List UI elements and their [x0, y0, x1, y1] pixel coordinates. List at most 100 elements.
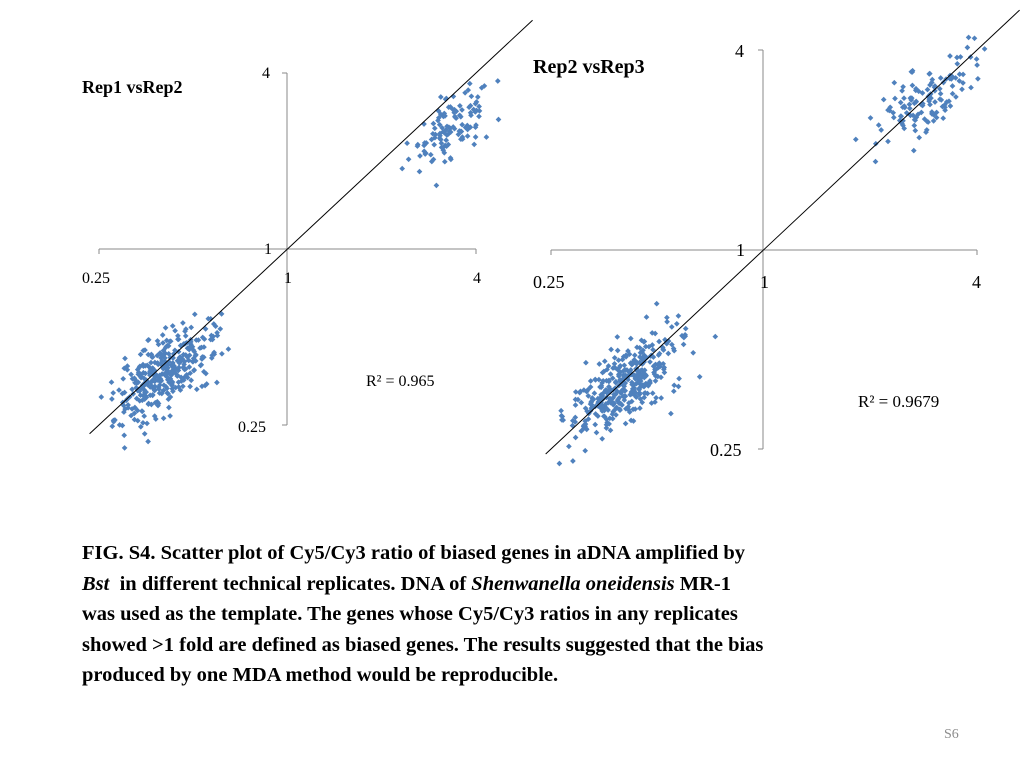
plot1-data-point	[164, 365, 171, 371]
plot1-data-point	[98, 394, 105, 400]
plot2-data-point	[949, 90, 956, 97]
plot1-data-point	[176, 355, 183, 361]
plot2-data-point	[712, 333, 719, 340]
plot1-data-point	[185, 357, 192, 364]
plot2-data-point	[668, 410, 674, 417]
plot2-data-point	[968, 84, 974, 91]
plot1-data-point	[175, 379, 182, 386]
plot2-canvas	[545, 9, 1020, 467]
plot1-data-point	[160, 387, 167, 394]
plot1-data-point	[124, 366, 131, 373]
plot1-data-point	[457, 128, 463, 135]
plot2-data-point	[960, 80, 966, 86]
plot2-data-point	[947, 53, 953, 59]
plot1-data-point	[464, 133, 471, 139]
plot2-data-point	[632, 375, 639, 382]
plot1-data-point	[131, 375, 138, 382]
plot2-data-point	[909, 82, 916, 89]
plot2-data-point	[937, 75, 944, 81]
plot2-data-point	[613, 412, 619, 418]
plot2-data-point	[607, 427, 614, 434]
plot1-data-point	[436, 121, 443, 128]
plot2-data-point	[670, 345, 677, 352]
plot1-data-point	[109, 396, 115, 402]
plot1-data-point	[135, 371, 142, 378]
plot1-data-point	[441, 158, 448, 165]
plot2-data-point	[910, 112, 916, 119]
plot1-data-point	[198, 361, 205, 368]
plot1-data-point	[186, 364, 193, 370]
plot1-data-point	[128, 371, 134, 378]
plot1-data-point	[435, 117, 441, 124]
scatter-plot-rep1-vs-rep2: Rep1 vsRep2 4 1 0.25 0.25 1 4 R² = 0.965	[0, 0, 533, 480]
plot2-data-point	[956, 71, 963, 78]
plot1-data-point	[160, 415, 167, 422]
plot1-data-point	[191, 311, 198, 318]
plot1-data-point	[147, 384, 154, 390]
plot1-data-point	[165, 390, 171, 397]
caption-line-4: showed >1 fold are defined as biased gen…	[82, 633, 764, 656]
plot2-data-point	[906, 105, 913, 112]
plot2-data-point	[601, 358, 608, 365]
plot2-data-point	[631, 352, 638, 359]
plot2-data-point	[603, 377, 610, 384]
plot1-data-point	[155, 377, 161, 384]
plot1-data-point	[178, 374, 184, 381]
plot1-data-point	[167, 338, 174, 345]
plot2-data-point	[690, 349, 697, 356]
plot1-data-point	[175, 332, 181, 339]
plot2-data-point	[591, 390, 598, 397]
slide-number: S6	[944, 727, 959, 742]
plot1-data-point	[474, 94, 481, 100]
plot1-data-point	[437, 94, 444, 100]
plot2-data-point	[657, 363, 663, 370]
plot1-data-point	[167, 413, 173, 419]
plot1-data-point	[443, 137, 450, 144]
plot2-data-point	[927, 101, 933, 108]
plot1-data-point	[140, 419, 146, 426]
plot1-data-point	[466, 80, 473, 87]
plot2-data-point	[669, 341, 675, 348]
plot1-data-point	[211, 349, 217, 356]
plot1-data-point	[142, 370, 149, 377]
plot1-data-point	[203, 381, 210, 387]
plot2-data-point	[641, 338, 648, 345]
plot1-data-point	[195, 337, 202, 343]
plot1-xtick-right: 4	[473, 270, 481, 287]
plot1-data-point	[404, 140, 410, 147]
plot2-data-point	[582, 447, 589, 454]
plot1-data-point	[199, 383, 205, 390]
plot2-data-point	[671, 382, 678, 389]
caption-italic-species: Shenwanella oneidensis	[471, 572, 675, 595]
plot2-data-point	[647, 380, 653, 387]
plot1-data-point	[473, 107, 480, 114]
plot2-data-point	[611, 360, 618, 367]
plot1-data-point	[169, 323, 176, 329]
plot2-data-point	[899, 87, 905, 94]
plot2-data-point	[558, 407, 564, 414]
plot1-data-point	[140, 347, 147, 354]
plot1-data-point	[473, 99, 480, 105]
plot1-data-point	[160, 340, 166, 346]
caption-line-2: Bst in different technical replicates. D…	[82, 569, 962, 600]
plot1-data-point	[154, 352, 161, 359]
plot1-data-point	[148, 401, 155, 408]
plot1-data-point	[120, 375, 127, 382]
plot2-data-point	[954, 60, 961, 67]
plot1-ytick-bottom: 0.25	[238, 419, 266, 436]
plot1-data-point	[159, 358, 165, 364]
plot1-data-point	[188, 377, 195, 384]
plot1-data-point	[175, 336, 181, 343]
plot2-data-point	[566, 443, 572, 450]
plot1-data-point	[188, 324, 195, 331]
plot2-data-point	[556, 460, 563, 467]
plot1-data-point	[134, 380, 140, 386]
plot2-data-point	[640, 347, 646, 354]
plot2-data-point	[906, 101, 913, 108]
plot2-data-point	[649, 390, 656, 397]
plot1-data-point	[432, 134, 438, 141]
plot2-data-point	[572, 434, 579, 441]
plot2-data-point	[599, 435, 606, 442]
plot2-data-point	[897, 99, 904, 106]
plot1-data-point	[156, 372, 163, 379]
